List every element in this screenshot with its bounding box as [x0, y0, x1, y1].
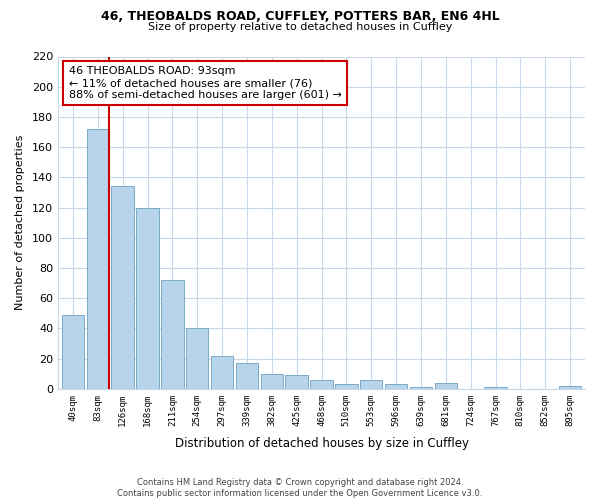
Bar	[335, 384, 358, 389]
X-axis label: Distribution of detached houses by size in Cuffley: Distribution of detached houses by size …	[175, 437, 469, 450]
Bar	[310, 380, 333, 389]
Bar	[112, 186, 134, 389]
Bar	[236, 363, 258, 389]
Bar	[385, 384, 407, 389]
Bar	[62, 315, 84, 389]
Y-axis label: Number of detached properties: Number of detached properties	[15, 135, 25, 310]
Text: Size of property relative to detached houses in Cuffley: Size of property relative to detached ho…	[148, 22, 452, 32]
Bar	[211, 356, 233, 389]
Bar	[260, 374, 283, 389]
Bar	[410, 388, 432, 389]
Bar	[559, 386, 581, 389]
Bar	[434, 382, 457, 389]
Bar	[360, 380, 382, 389]
Text: 46, THEOBALDS ROAD, CUFFLEY, POTTERS BAR, EN6 4HL: 46, THEOBALDS ROAD, CUFFLEY, POTTERS BAR…	[101, 10, 499, 23]
Text: Contains HM Land Registry data © Crown copyright and database right 2024.
Contai: Contains HM Land Registry data © Crown c…	[118, 478, 482, 498]
Text: 46 THEOBALDS ROAD: 93sqm
← 11% of detached houses are smaller (76)
88% of semi-d: 46 THEOBALDS ROAD: 93sqm ← 11% of detach…	[68, 66, 341, 100]
Bar	[86, 129, 109, 389]
Bar	[286, 375, 308, 389]
Bar	[484, 388, 507, 389]
Bar	[136, 208, 159, 389]
Bar	[161, 280, 184, 389]
Bar	[186, 328, 208, 389]
